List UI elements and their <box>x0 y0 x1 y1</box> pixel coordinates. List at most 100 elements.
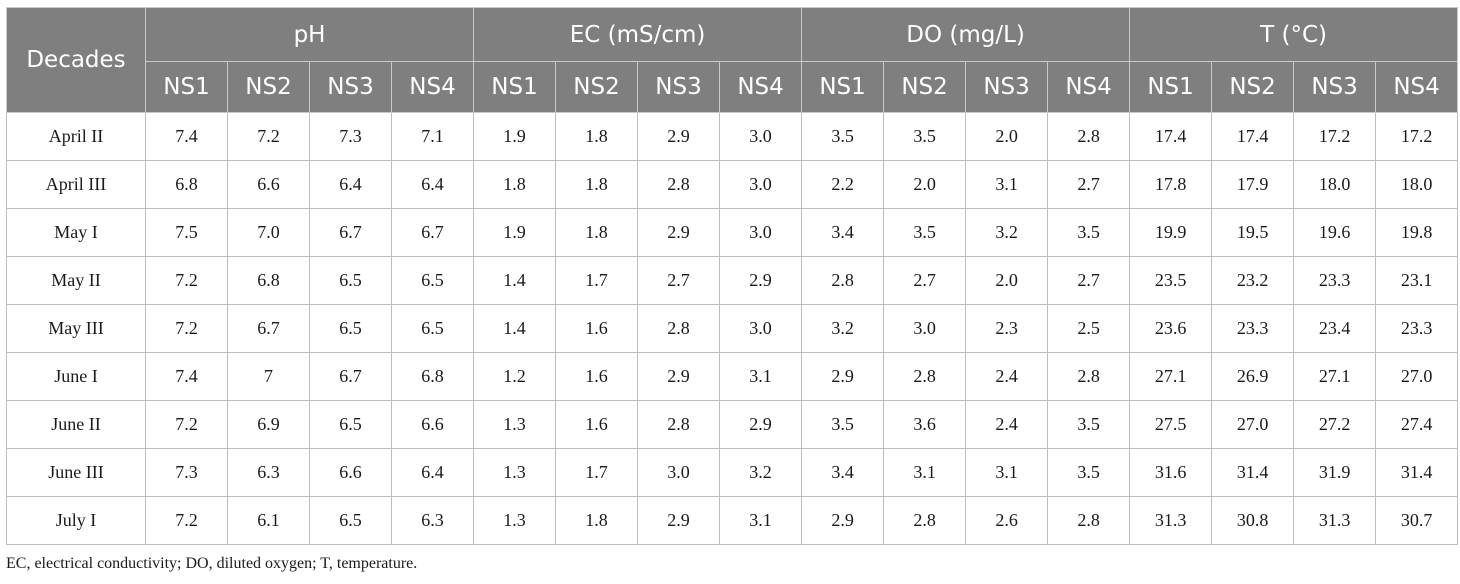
table-cell: 2.9 <box>801 352 885 401</box>
table-cell: 3.1 <box>719 352 803 401</box>
table-cell: 2.8 <box>801 256 885 305</box>
table-cell: 3.0 <box>637 448 721 497</box>
table-cell: 1.8 <box>555 496 639 545</box>
table-cell: 2.9 <box>637 208 721 257</box>
table-cell: 23.2 <box>1211 256 1295 305</box>
table-cell: 2.8 <box>637 400 721 449</box>
station-header: NS2 <box>883 61 967 113</box>
table-cell: 19.5 <box>1211 208 1295 257</box>
table-cell: 6.7 <box>390 208 475 257</box>
station-header: NS1 <box>145 61 228 113</box>
table-cell: 1.2 <box>473 352 557 401</box>
table-cell: 6.5 <box>309 496 392 545</box>
table-cell: 6.8 <box>145 160 228 209</box>
table-cell: 27.0 <box>1211 400 1295 449</box>
table-cell: 2.3 <box>965 304 1049 353</box>
table-cell: 6.6 <box>309 448 392 497</box>
table-cell: 3.5 <box>801 112 885 161</box>
table-cell: 6.5 <box>309 400 392 449</box>
group-header-ph: pH <box>144 7 475 62</box>
table-cell: 23.3 <box>1293 256 1377 305</box>
table-cell: 3.6 <box>883 400 967 449</box>
table-cell: 17.2 <box>1375 112 1459 161</box>
table-cell: 2.0 <box>965 112 1049 161</box>
station-header: NS4 <box>1375 61 1459 113</box>
table-cell: 31.6 <box>1129 448 1213 497</box>
data-table: Decades pH EC (mS/cm) DO (mg/L) T (°C) N… <box>6 7 1459 545</box>
table-cell: 3.4 <box>801 208 885 257</box>
station-header: NS3 <box>637 61 721 113</box>
table-cell: 1.4 <box>473 304 557 353</box>
table-cell: 3.0 <box>719 160 803 209</box>
table-cell: 6.8 <box>390 352 475 401</box>
table-cell: 3.5 <box>883 112 967 161</box>
table-cell: 1.6 <box>555 352 639 401</box>
station-header: NS1 <box>473 61 557 113</box>
table-cell: 1.3 <box>473 400 557 449</box>
table-row: June I 7.4 7 6.7 6.8 1.2 1.6 2.9 3.1 2.9 2.8 2.4 2.8… <box>6 352 1459 401</box>
table-cell: 2.8 <box>883 496 967 545</box>
table-cell: 17.4 <box>1211 112 1295 161</box>
table-cell: 6.6 <box>227 160 310 209</box>
table-cell: 1.7 <box>555 256 639 305</box>
decade-label: May III <box>6 304 146 353</box>
table-cell: 7.2 <box>145 400 228 449</box>
table-cell: 6.4 <box>390 160 475 209</box>
table-cell: 3.1 <box>719 496 803 545</box>
table-cell: 1.6 <box>555 304 639 353</box>
table-cell: 3.0 <box>719 304 803 353</box>
table-cell: 1.8 <box>473 160 557 209</box>
table-cell: 6.9 <box>227 400 310 449</box>
table-cell: 2.0 <box>883 160 967 209</box>
table-cell: 31.9 <box>1293 448 1377 497</box>
table-cell: 2.7 <box>1047 256 1131 305</box>
table-cell: 6.8 <box>227 256 310 305</box>
decade-label: June II <box>6 400 146 449</box>
table-cell: 19.9 <box>1129 208 1213 257</box>
table-cell: 27.1 <box>1129 352 1213 401</box>
table-cell: 3.0 <box>883 304 967 353</box>
table-cell: 7.4 <box>145 352 228 401</box>
table-cell: 2.9 <box>719 256 803 305</box>
header-row-groups: Decades pH EC (mS/cm) DO (mg/L) T (°C) <box>6 7 1459 113</box>
table-cell: 17.2 <box>1293 112 1377 161</box>
table-cell: 3.5 <box>1047 208 1131 257</box>
table-body: April II 7.4 7.2 7.3 7.1 1.9 1.8 2.9 3.0 3.5 3.5 2.… <box>6 112 1459 545</box>
table-cell: 2.6 <box>965 496 1049 545</box>
table-cell: 7.2 <box>227 112 310 161</box>
station-header: NS2 <box>227 61 310 113</box>
table-cell: 6.1 <box>227 496 310 545</box>
table-cell: 19.8 <box>1375 208 1459 257</box>
table-cell: 3.1 <box>965 160 1049 209</box>
table-cell: 3.5 <box>801 400 885 449</box>
table-cell: 30.8 <box>1211 496 1295 545</box>
table-cell: 2.9 <box>637 352 721 401</box>
decade-label: July I <box>6 496 146 545</box>
corner-header: Decades <box>6 7 146 113</box>
table-cell: 17.8 <box>1129 160 1213 209</box>
table-cell: 23.1 <box>1375 256 1459 305</box>
table-cell: 23.3 <box>1375 304 1459 353</box>
table-cell: 7.1 <box>390 112 475 161</box>
table-cell: 6.4 <box>390 448 475 497</box>
table-cell: 23.4 <box>1293 304 1377 353</box>
table-cell: 2.9 <box>637 112 721 161</box>
table-cell: 6.7 <box>227 304 310 353</box>
station-header: NS2 <box>1211 61 1295 113</box>
table-cell: 3.2 <box>801 304 885 353</box>
table-cell: 23.5 <box>1129 256 1213 305</box>
table-cell: 17.4 <box>1129 112 1213 161</box>
table-cell: 2.2 <box>801 160 885 209</box>
table-cell: 2.9 <box>637 496 721 545</box>
table-cell: 6.5 <box>390 256 475 305</box>
table-cell: 2.7 <box>1047 160 1131 209</box>
table-row: May III 7.2 6.7 6.5 6.5 1.4 1.6 2.8 3.0 3.2 3.0 2.3… <box>6 304 1459 353</box>
table-cell: 7 <box>227 352 310 401</box>
table-cell: 30.7 <box>1375 496 1459 545</box>
table-cell: 3.5 <box>1047 400 1131 449</box>
decade-label: June I <box>6 352 146 401</box>
table-cell: 1.8 <box>555 208 639 257</box>
table-cell: 6.5 <box>390 304 475 353</box>
table-row: April III 6.8 6.6 6.4 6.4 1.8 1.8 2.8 3.0 2.2 2.0 3… <box>6 160 1459 209</box>
table-cell: 27.5 <box>1129 400 1213 449</box>
